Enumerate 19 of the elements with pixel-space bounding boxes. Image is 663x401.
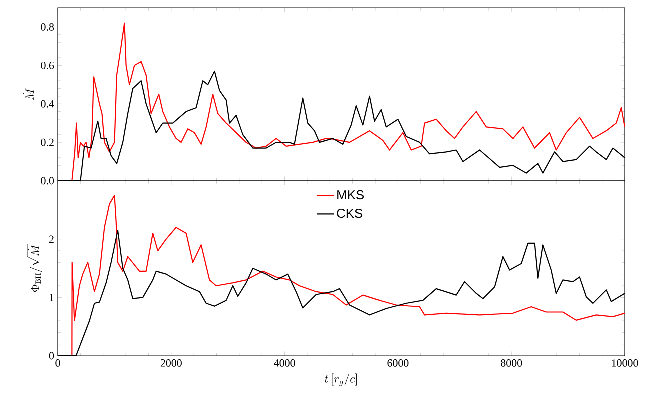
y-tick-label: 2	[49, 236, 54, 243]
x-tick-label: 10000	[612, 360, 638, 367]
x-axis-title: $t\,[r_g/c]$	[324, 374, 357, 386]
y-axis-title: $\Phi_{\rm BH}/\sqrt{\dot{M}}$	[27, 244, 42, 292]
x-tick-label: 4000	[274, 360, 296, 367]
legend-label: MKS	[338, 190, 364, 200]
y-tick-label: 0.0	[41, 177, 54, 185]
y-tick-label: 0	[49, 352, 54, 360]
x-tick-label: 6000	[388, 360, 409, 367]
y-axis-title: $\dot{M}$	[22, 88, 34, 100]
x-tick-label: 2000	[160, 360, 182, 367]
y-tick-label: 0.2	[41, 138, 54, 146]
y-tick-label: 0.4	[41, 100, 54, 108]
legend-label: CKS	[337, 208, 363, 218]
y-tick-label: 0.8	[41, 24, 54, 31]
y-tick-label: 0.6	[41, 62, 54, 70]
x-tick-label: 8000	[501, 360, 522, 367]
x-tick-label: 0	[56, 360, 60, 367]
y-tick-label: 1	[50, 294, 54, 302]
